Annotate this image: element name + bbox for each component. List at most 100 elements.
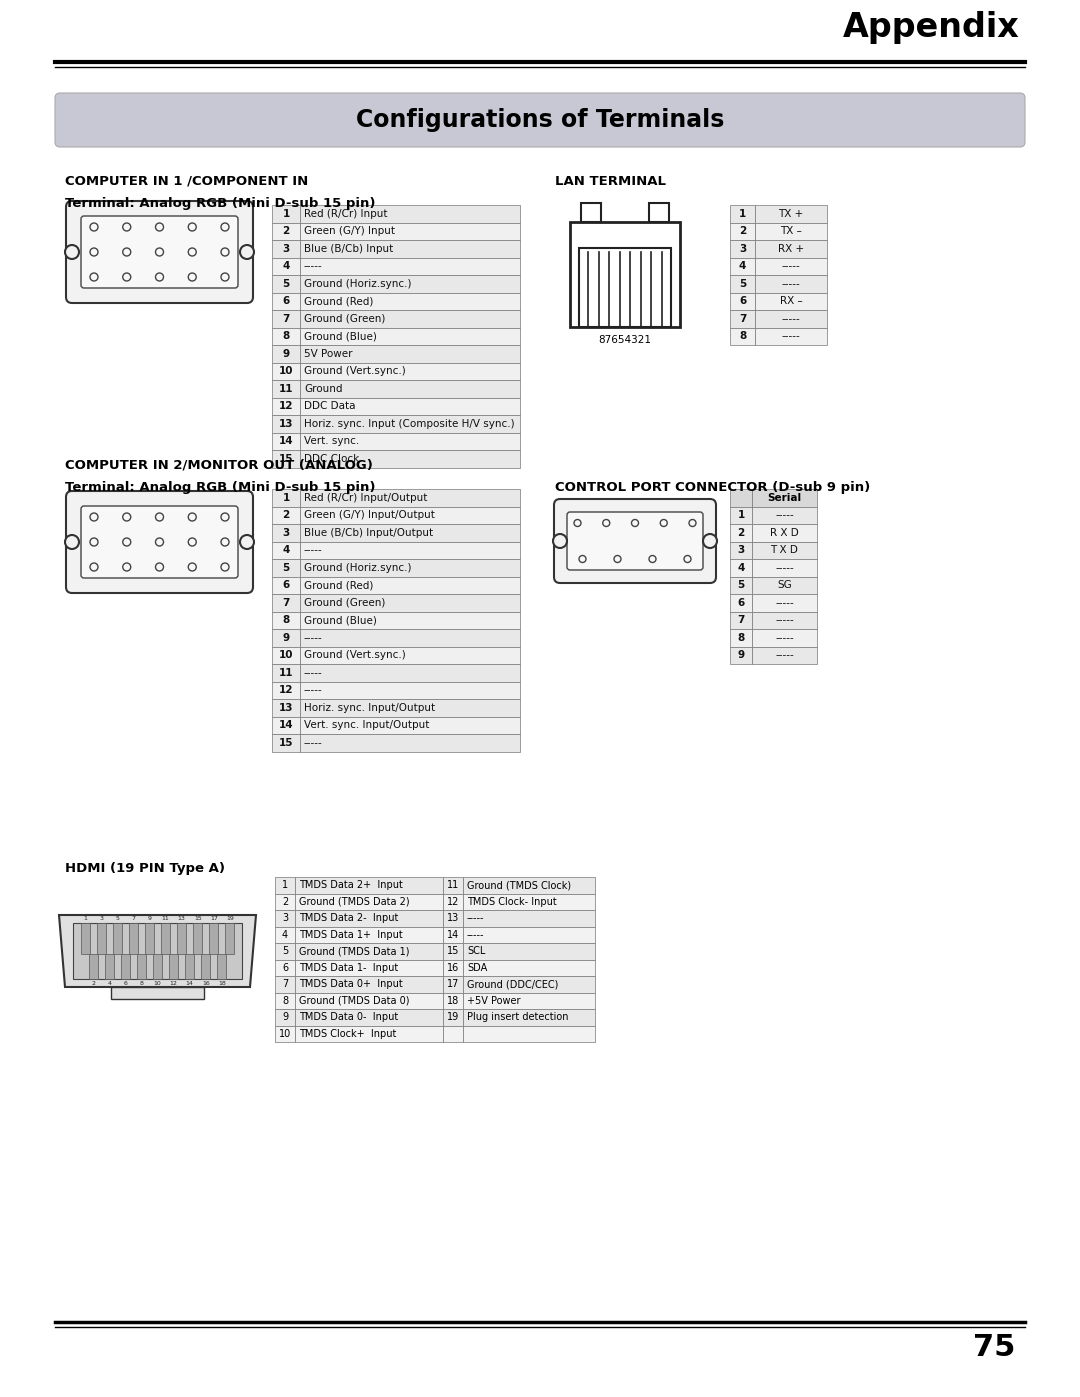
Text: Ground (TMDS Clock): Ground (TMDS Clock) [467,880,571,890]
Bar [463,1009,595,1025]
Text: 11: 11 [279,668,294,678]
Text: Ground (Blue): Ground (Blue) [303,615,377,626]
Circle shape [65,244,79,258]
Text: Horiz. sync. Input (Composite H/V sync.): Horiz. sync. Input (Composite H/V sync.) [303,419,515,429]
Text: 14: 14 [279,721,294,731]
Text: 8: 8 [738,633,744,643]
Text: 5: 5 [116,916,119,921]
Bar [730,559,752,577]
Circle shape [553,534,567,548]
Bar [730,240,755,257]
Text: 15: 15 [279,454,294,464]
Text: 15: 15 [194,916,202,921]
Text: Ground (Horiz.sync.): Ground (Horiz.sync.) [303,563,411,573]
Text: 7: 7 [132,916,135,921]
Text: 16: 16 [202,981,210,986]
Bar [300,398,519,415]
Text: DDC Data: DDC Data [303,401,355,411]
Bar [730,205,755,222]
Circle shape [90,563,98,571]
Bar [300,345,519,362]
Text: 4: 4 [739,261,746,271]
Bar [272,275,300,292]
Text: 2: 2 [282,510,289,520]
Text: -----: ----- [775,598,794,608]
Bar [272,507,300,524]
Bar [755,257,827,275]
Text: 3: 3 [739,243,746,254]
Polygon shape [59,915,256,988]
Bar [730,489,752,507]
Text: Plug insert detection: Plug insert detection [467,1013,568,1023]
Circle shape [156,249,163,256]
Bar [752,577,816,594]
Text: TMDS Data 2-  Input: TMDS Data 2- Input [299,914,399,923]
Text: -----: ----- [782,279,800,289]
Bar [730,507,752,524]
Text: -----: ----- [303,633,323,643]
Text: 5: 5 [282,946,288,957]
Bar [300,433,519,450]
Bar [443,960,463,977]
Bar [300,362,519,380]
Bar [755,310,827,327]
Circle shape [615,556,621,563]
Circle shape [660,520,667,527]
Bar [730,292,755,310]
Text: RX –: RX – [780,296,802,306]
Bar [300,257,519,275]
Text: 13: 13 [447,914,459,923]
Bar [275,1009,295,1025]
Text: 7: 7 [739,314,746,324]
FancyBboxPatch shape [81,506,238,578]
Text: Terminal: Analog RGB (Mini D-sub 15 pin): Terminal: Analog RGB (Mini D-sub 15 pin) [65,481,376,495]
Bar [272,664,300,682]
Text: TMDS Data 2+  Input: TMDS Data 2+ Input [299,880,403,890]
Circle shape [188,563,197,571]
Circle shape [123,563,131,571]
Bar [463,926,595,943]
Text: COMPUTER IN 2/MONITOR OUT (ANALOG): COMPUTER IN 2/MONITOR OUT (ANALOG) [65,460,373,472]
Text: -----: ----- [303,545,323,555]
Bar [300,612,519,629]
Text: 9: 9 [148,916,151,921]
Circle shape [156,563,163,571]
Text: 14: 14 [447,930,459,940]
FancyBboxPatch shape [66,201,253,303]
Bar [730,524,752,542]
Bar [752,542,816,559]
Text: 10: 10 [153,981,161,986]
Bar [752,489,816,507]
Text: 2: 2 [738,528,744,538]
Text: Blue (B/Cb) Input: Blue (B/Cb) Input [303,243,393,254]
Bar [295,909,443,926]
Bar [443,894,463,909]
Text: Ground (TMDS Data 2): Ground (TMDS Data 2) [299,897,409,907]
Circle shape [123,224,131,231]
Bar [300,380,519,398]
Bar [755,275,827,292]
Circle shape [221,538,229,546]
Circle shape [221,224,229,231]
Bar [272,629,300,647]
Bar [272,257,300,275]
Bar [193,923,202,954]
Bar [730,647,752,664]
Text: TMDS Data 0-  Input: TMDS Data 0- Input [299,1013,399,1023]
Text: SDA: SDA [467,963,487,972]
Bar [300,240,519,257]
Bar [300,205,519,222]
Text: 8: 8 [139,981,144,986]
Text: TX –: TX – [780,226,802,236]
Bar [300,664,519,682]
Bar [752,647,816,664]
Bar [275,977,295,992]
Text: Terminal: Analog RGB (Mini D-sub 15 pin): Terminal: Analog RGB (Mini D-sub 15 pin) [65,197,376,210]
Bar [272,292,300,310]
Bar [226,923,234,954]
Bar [300,310,519,327]
Text: Ground (Green): Ground (Green) [303,314,386,324]
Bar [272,433,300,450]
Circle shape [90,513,98,521]
Text: -----: ----- [775,510,794,520]
